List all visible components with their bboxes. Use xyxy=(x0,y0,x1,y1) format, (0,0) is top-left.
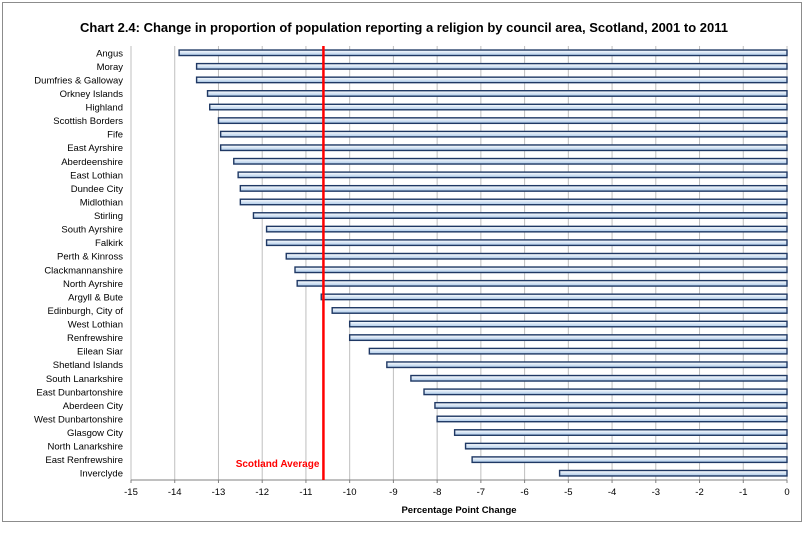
x-tick-labels: -15 -14 -13 -12 -11 -10 -9 -8 -7 -6 -5 -4 -3 -2 -1 0 xyxy=(124,480,790,498)
scotland-average-label: Scotland Average xyxy=(236,459,320,470)
category-label: South Ayrshire xyxy=(61,225,123,236)
x-tick-label: 0 xyxy=(784,487,789,498)
bar xyxy=(237,171,788,179)
x-tick-label: -3 xyxy=(652,487,660,498)
bar xyxy=(464,442,788,450)
x-tick-label: -5 xyxy=(564,487,572,498)
category-label: Shetland Islands xyxy=(53,360,123,371)
bars xyxy=(178,49,788,477)
x-tick-label: -8 xyxy=(433,487,441,498)
bar xyxy=(558,469,788,477)
bar xyxy=(265,225,788,233)
bar xyxy=(217,117,788,125)
bar xyxy=(239,198,788,206)
x-tick-label: -6 xyxy=(520,487,528,498)
x-tick-label: -11 xyxy=(299,487,312,498)
bar xyxy=(195,62,788,70)
category-label: Midlothian xyxy=(80,197,123,208)
bar xyxy=(178,49,788,57)
category-label: Edinburgh, City of xyxy=(47,306,123,317)
category-label: Clackmannanshire xyxy=(44,265,123,276)
bar xyxy=(348,334,788,342)
category-label: West Dunbartonshire xyxy=(34,414,123,425)
category-label: Argyll & Bute xyxy=(68,292,123,303)
bar xyxy=(423,388,788,396)
bar xyxy=(331,307,788,314)
category-label: Inverclyde xyxy=(80,469,123,480)
bar xyxy=(368,347,788,355)
x-tick-label: -12 xyxy=(255,487,269,498)
category-label: West Lothian xyxy=(68,320,123,331)
bar xyxy=(296,279,788,287)
bar xyxy=(285,252,788,260)
x-tick-label: -7 xyxy=(477,487,485,498)
bar xyxy=(386,361,788,369)
category-label: East Dunbartonshire xyxy=(36,387,123,398)
gridlines xyxy=(130,46,788,481)
category-label: Orkney Islands xyxy=(60,89,124,100)
category-label: Aberdeenshire xyxy=(61,157,123,168)
bar xyxy=(436,415,788,423)
category-label: East Ayrshire xyxy=(67,143,123,154)
category-label: Falkirk xyxy=(95,238,123,249)
category-label: Perth & Kinross xyxy=(57,252,123,263)
category-label: Dumfries & Galloway xyxy=(34,75,123,86)
category-label: Glasgow City xyxy=(67,428,123,439)
category-label: Aberdeen City xyxy=(63,401,123,412)
bar xyxy=(252,212,788,219)
bar xyxy=(320,293,788,301)
category-labels: Angus Moray Dumfries & Galloway Orkney Isla… xyxy=(34,48,123,479)
chart-title: Chart 2.4: Change in proportion of popul… xyxy=(80,20,728,35)
bar xyxy=(209,103,788,111)
x-tick-label: -4 xyxy=(608,487,616,498)
category-label: Stirling xyxy=(94,211,123,222)
x-tick-label: -14 xyxy=(168,487,182,498)
category-label: East Lothian xyxy=(70,170,123,181)
bar xyxy=(195,76,788,84)
x-tick-label: -1 xyxy=(739,487,747,498)
bar xyxy=(233,157,788,165)
bar xyxy=(206,90,788,97)
category-label: Dundee City xyxy=(71,184,124,195)
x-tick-label: -9 xyxy=(389,487,397,498)
reference-line-group: Scotland Average xyxy=(236,46,325,480)
category-label: North Ayrshire xyxy=(63,279,123,290)
bar xyxy=(239,184,788,192)
bar xyxy=(265,239,788,247)
category-label: Fife xyxy=(107,130,123,141)
bar xyxy=(294,266,788,274)
category-label: Eilean Siar xyxy=(77,347,123,358)
category-label: Scottish Borders xyxy=(53,116,123,127)
category-label: East Renfrewshire xyxy=(45,455,123,466)
category-label: North Lanarkshire xyxy=(47,442,123,453)
bar xyxy=(410,374,788,382)
bar xyxy=(219,144,788,152)
bar xyxy=(348,320,788,328)
category-label: South Lanarkshire xyxy=(46,374,123,385)
bar xyxy=(434,401,788,409)
x-tick-label: -2 xyxy=(695,487,703,498)
x-tick-label: -15 xyxy=(124,487,138,498)
bar xyxy=(453,429,788,436)
bar xyxy=(219,130,788,138)
category-label: Angus xyxy=(96,48,123,59)
category-label: Moray xyxy=(97,62,124,73)
x-tick-label: -10 xyxy=(343,487,357,498)
category-label: Renfrewshire xyxy=(67,333,123,344)
x-tick-label: -13 xyxy=(212,487,226,498)
x-axis-title: Percentage Point Change xyxy=(401,505,516,516)
bar xyxy=(471,456,788,464)
category-label: Highland xyxy=(86,103,124,114)
